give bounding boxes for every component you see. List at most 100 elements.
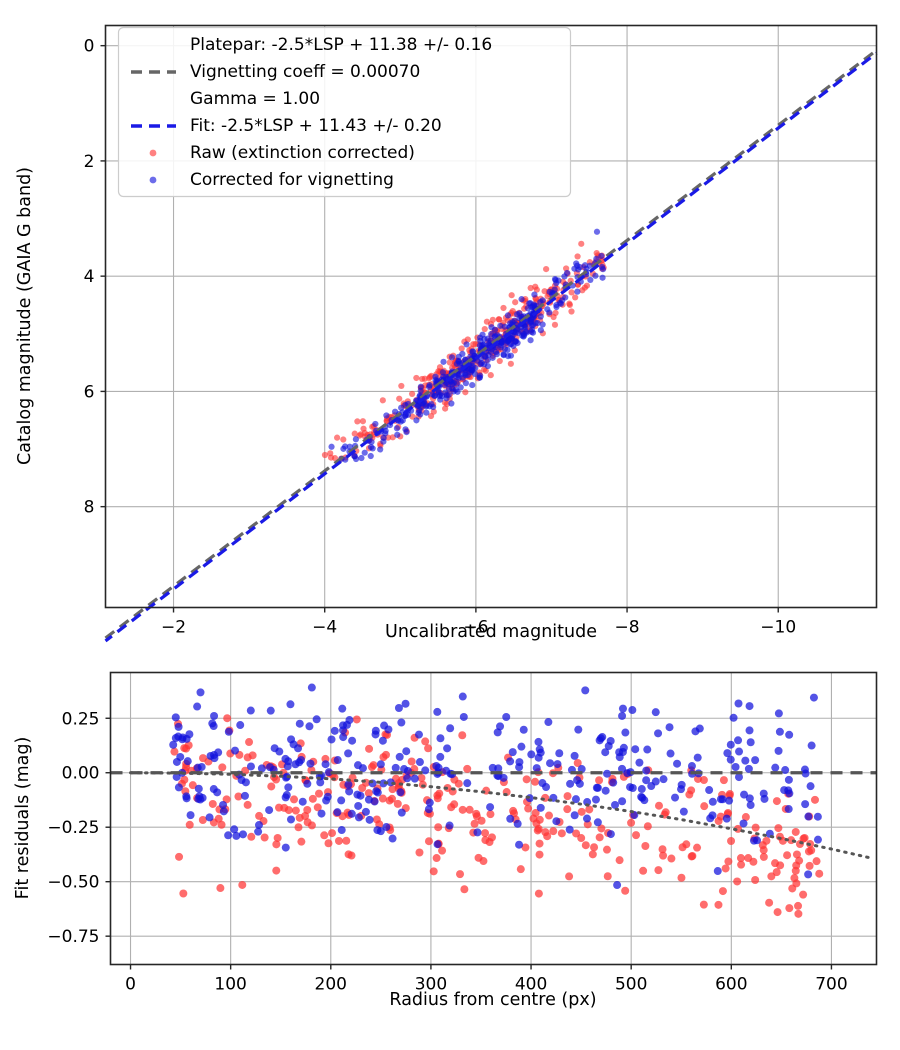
scatter-point [700,802,709,811]
legend-label: Vignetting coeff = 0.00070 [190,62,420,82]
scatter-point [458,731,467,740]
scatter-point [621,886,630,895]
scatter-point [339,733,348,742]
scatter-point [506,814,515,823]
scatter-point [284,783,293,792]
scatter-point [174,783,183,792]
scatter-point [342,836,351,845]
top-panel-x-axis-label: Uncalibrated magnitude [385,622,597,642]
scatter-point [513,819,522,828]
scatter-point [171,713,180,722]
scatter-point [577,765,586,774]
scatter-point [317,809,326,818]
scatter-point [224,831,233,840]
scatter-point [762,836,771,845]
scatter-point [521,843,530,852]
scatter-point [775,727,784,736]
tick-label-y: −0.25 [47,818,99,838]
scatter-point [543,832,552,841]
scatter-point [765,898,774,907]
legend[interactable]: Platepar: -2.5*LSP + 11.38 +/- 0.16 Vigne… [117,26,572,198]
bottom-panel-fit-residuals: 0 100 200 300 400 500 600 700 0.25 0.00 −0.25 −0.50… [13,671,878,1010]
scatter-point [424,805,433,814]
scatter-point [541,288,548,295]
scatter-point [260,833,269,842]
scatter-point [714,900,723,909]
scatter-point [232,831,241,840]
scatter-point [391,763,400,772]
scatter-point [266,706,275,715]
scatter-point [401,699,410,708]
scatter-point [348,736,357,745]
scatter-point [598,252,605,260]
scatter-point [443,744,452,753]
scatter-point [735,747,744,756]
blue-dot-marker-icon [149,176,157,184]
scatter-point [651,708,660,717]
scatter-point [557,829,566,838]
scatter-point [209,785,218,794]
legend-label: Platepar: -2.5*LSP + 11.38 +/- 0.16 [190,35,492,55]
scatter-point [176,752,185,761]
scatter-point [367,452,374,460]
scatter-point [364,789,373,798]
scatter-point [751,823,760,832]
scatter-point [642,776,651,785]
scatter-point [394,704,403,712]
scatter-point [563,269,571,277]
scatter-point [398,382,405,390]
scatter-point [568,308,575,315]
scatter-point [281,843,290,852]
scatter-point [380,721,389,730]
scatter-point [602,845,611,854]
scatter-point [734,699,743,708]
scatter-point [379,753,388,762]
scatter-point [312,715,321,724]
scatter-point [546,288,553,295]
scatter-point [290,795,299,804]
scatter-point [598,733,607,742]
scatter-point [784,805,793,814]
scatter-point [216,884,225,893]
legend-label: Gamma = 1.00 [190,89,320,109]
scatter-point [351,453,358,460]
scatter-point [809,693,818,702]
scatter-point [328,829,337,838]
scatter-point [507,360,514,367]
scatter-point [465,805,474,814]
scatter-point [599,274,606,281]
scatter-point [372,787,381,796]
scatter-point [450,388,457,395]
scatter-point [383,417,390,425]
scatter-point [342,443,349,450]
scatter-point [635,758,644,767]
scatter-point [595,833,604,842]
scatter-point [643,822,652,831]
scatter-point [470,819,479,828]
scatter-point [424,837,433,846]
scatter-point [724,857,733,866]
scatter-point [531,777,540,786]
scatter-point [774,746,783,755]
scatter-point [574,288,581,295]
scatter-point [583,814,591,823]
scatter-point [528,326,536,333]
scatter-point [410,774,419,783]
scatter-point [324,839,333,848]
scatter-point [522,775,531,784]
scatter-point [574,253,581,260]
tick-label-y: −0.50 [47,873,99,893]
scatter-point [537,313,544,320]
scatter-point [231,746,240,755]
scatter-point [565,872,574,881]
scatter-point [463,764,472,773]
bottom-panel-tick-marks [105,717,833,970]
scatter-point [496,316,503,323]
scatter-point [305,722,314,731]
scatter-point [807,741,816,750]
tick-label-x: −10 [760,618,796,638]
scatter-point [483,318,491,325]
scatter-point [492,332,499,340]
tick-label-y: 4 [84,267,95,287]
scatter-point [551,286,558,293]
